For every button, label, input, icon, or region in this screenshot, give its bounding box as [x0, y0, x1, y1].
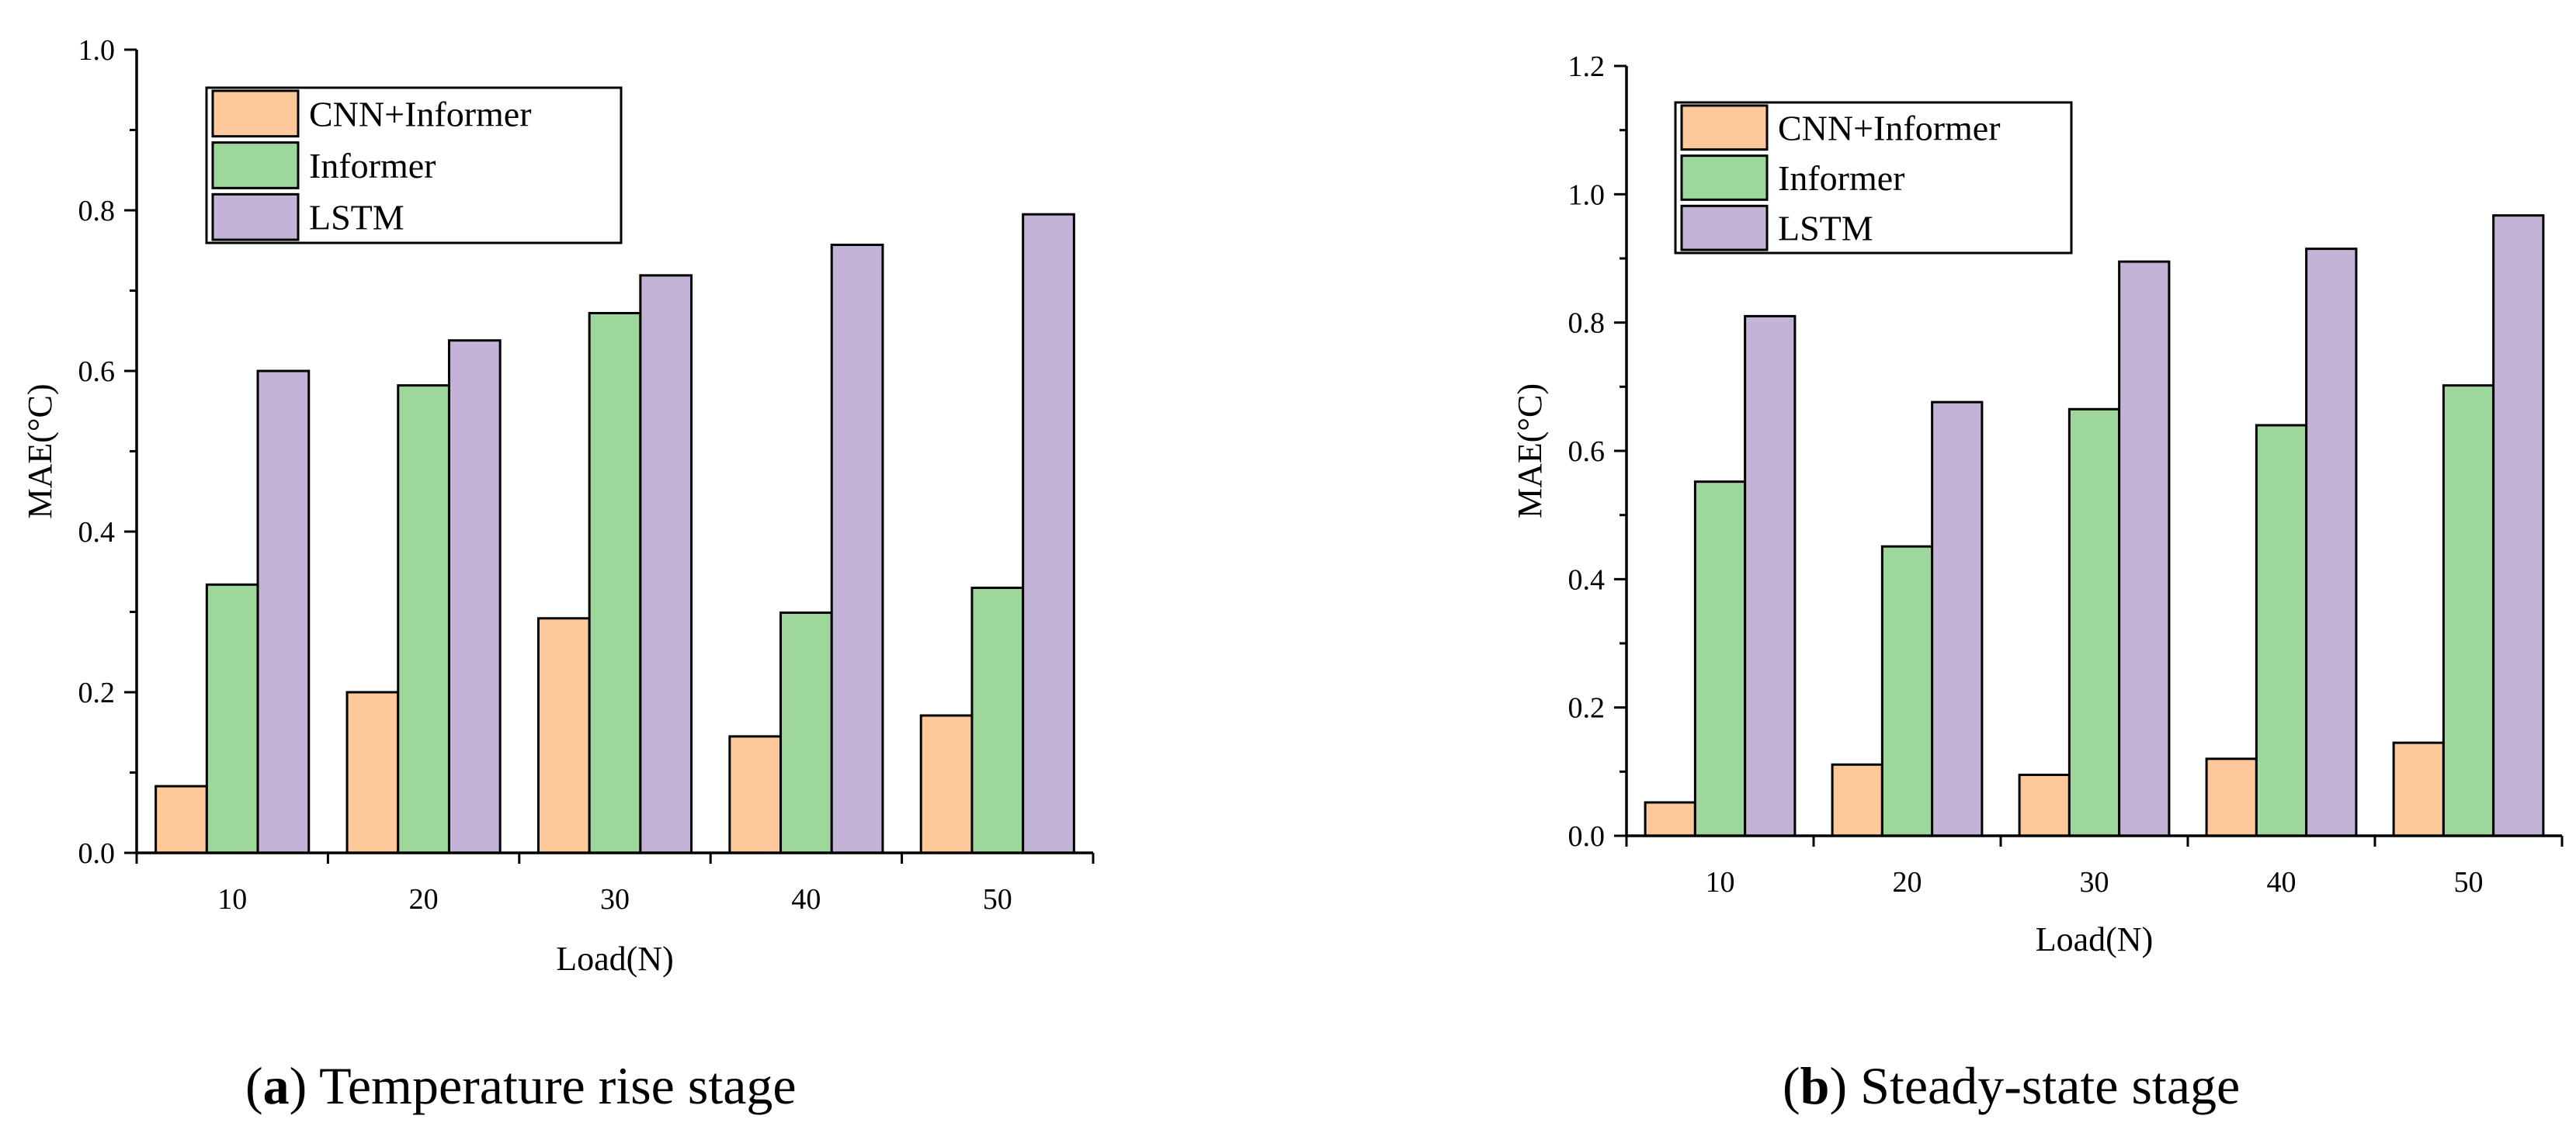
chart-b-x-tick-label: 10: [1706, 866, 1735, 899]
chart-b-y-tick-label: 0.0: [1568, 820, 1606, 853]
chart-b-bar-cnn-informer-30: [2018, 773, 2071, 837]
chart-a-legend-swatch-informer: [211, 141, 300, 189]
chart-a-x-tick-label: 50: [983, 883, 1012, 916]
chart-a-legend-label: CNN+Informer: [309, 94, 532, 133]
chart-a-temperature-rise: 0.0 0.2 0.4 0.6 0.8 1.0 10 20 30 40 50 Load(N) MAE(°…: [21, 34, 1095, 978]
chart-b-legend-label: Informer: [1778, 158, 1904, 198]
chart-b-y-tick-label: 0.2: [1568, 692, 1606, 725]
chart-a-y-tick-label: 0.8: [78, 195, 116, 227]
chart-b-x-tick-label: 40: [2267, 866, 2297, 899]
chart-b-bar-lstm-20: [1931, 400, 1984, 837]
chart-a-bar-cnn-informer-30: [536, 617, 591, 854]
chart-a-legend: CNN+Informer Informer LSTM: [205, 86, 623, 244]
chart-a-x-tick-label: 40: [791, 883, 821, 916]
chart-a-y-tick-label: 0.0: [78, 837, 116, 870]
chart-b-y-axis-title: MAE(°C): [1511, 383, 1549, 518]
chart-b-bar-lstm-30: [2118, 260, 2171, 837]
chart-a-bar-informer-50: [970, 586, 1025, 854]
chart-a-x-tick-label: 30: [600, 883, 630, 916]
chart-b-y-tick-label: 1.0: [1568, 178, 1606, 211]
chart-a-bar-informer-30: [588, 311, 642, 854]
caption-a-label: a: [262, 1056, 290, 1115]
chart-b-x-tick-label: 20: [1893, 866, 1922, 899]
chart-b-x-axis-title: Load(N): [2036, 920, 2154, 958]
chart-a-y-tick-label: 0.6: [78, 355, 116, 388]
chart-a-legend-label: Informer: [309, 146, 436, 185]
chart-b-legend-swatch-informer: [1680, 154, 1769, 201]
chart-b-bar-lstm-40: [2305, 248, 2358, 837]
caption-a: (a) Temperature rise stage: [245, 1056, 797, 1115]
chart-b-y-tick-label: 1.2: [1568, 50, 1606, 83]
chart-b-bar-cnn-informer-10: [1644, 801, 1696, 837]
chart-a-bar-lstm-30: [639, 274, 693, 854]
chart-a-legend-swatch-cnn-informer: [211, 89, 300, 138]
chart-b-bar-informer-50: [2442, 384, 2495, 837]
chart-a-bar-cnn-informer-20: [345, 691, 400, 854]
chart-a-bar-cnn-informer-10: [154, 785, 208, 854]
chart-a-bar-cnn-informer-40: [728, 735, 783, 854]
chart-a-y-axis-title: MAE(°C): [21, 383, 59, 518]
chart-b-legend-label: LSTM: [1778, 209, 1873, 248]
chart-a-bar-lstm-40: [830, 244, 884, 854]
chart-b-y-tick-label: 0.8: [1568, 307, 1606, 340]
chart-b-x-tick-label: 30: [2080, 866, 2109, 899]
chart-b-x-tick-label: 50: [2454, 866, 2484, 899]
chart-a-bar-informer-20: [397, 384, 450, 854]
chart-b-bar-cnn-informer-40: [2205, 757, 2258, 837]
chart-b-steady-state: 0.0 0.2 0.4 0.6 0.8 1.0 1.2 10 20 30 40 50 Load(N) MA…: [1511, 50, 2564, 958]
chart-b-y-tick-label: 0.4: [1568, 563, 1606, 596]
caption-b-text: Steady-state stage: [1860, 1056, 2241, 1115]
chart-a-y-tick-label: 0.4: [78, 516, 116, 549]
chart-b-bar-informer-30: [2067, 407, 2121, 837]
chart-b-bar-lstm-10: [1744, 314, 1797, 837]
caption-b: (b) Steady-state stage: [1783, 1056, 2241, 1115]
chart-a-bar-informer-10: [205, 583, 259, 854]
chart-a-bar-informer-40: [779, 612, 833, 854]
chart-b-bar-lstm-50: [2492, 214, 2545, 837]
chart-b-bar-cnn-informer-50: [2392, 741, 2445, 837]
chart-a-y-tick-label: 0.2: [78, 677, 116, 709]
chart-b-bar-cnn-informer-20: [1831, 763, 1883, 837]
chart-b-legend-swatch-lstm: [1680, 204, 1769, 251]
chart-a-bar-lstm-10: [256, 369, 311, 854]
chart-a-y-tick-label: 1.0: [78, 34, 116, 67]
chart-a-bar-lstm-50: [1022, 213, 1075, 854]
chart-a-bar-lstm-20: [447, 339, 502, 854]
chart-b-bar-informer-10: [1693, 480, 1747, 837]
chart-a-legend-label: LSTM: [309, 198, 404, 237]
chart-a-x-tick-label: 10: [217, 883, 247, 916]
chart-b-legend: CNN+Informer Informer LSTM: [1674, 101, 2073, 255]
chart-b-y-tick-label: 0.6: [1568, 435, 1606, 468]
chart-a-x-tick-label: 20: [409, 883, 439, 916]
chart-b-bar-informer-40: [2255, 424, 2308, 837]
chart-b-legend-label: CNN+Informer: [1778, 108, 2001, 147]
chart-a-bar-cnn-informer-50: [919, 714, 974, 854]
chart-a-x-axis-title: Load(N): [556, 940, 674, 978]
chart-b-bar-informer-20: [1880, 545, 1934, 837]
chart-b-legend-swatch-cnn-informer: [1680, 104, 1769, 151]
chart-a-legend-swatch-lstm: [211, 192, 300, 241]
caption-b-label: b: [1800, 1056, 1830, 1115]
caption-a-text: Temperature rise stage: [319, 1056, 797, 1115]
